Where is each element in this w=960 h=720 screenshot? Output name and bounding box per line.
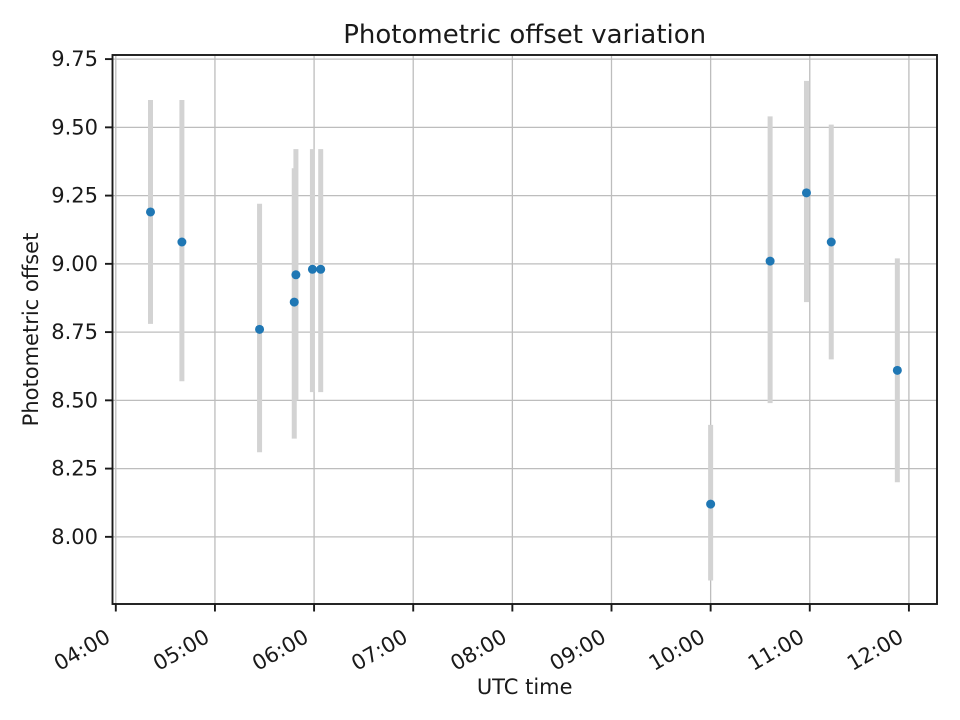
data-point-marker (826, 237, 836, 247)
x-tick-label: 07:00 (347, 625, 411, 676)
data-point-marker (291, 270, 301, 280)
y-tick-label: 8.75 (51, 320, 98, 344)
x-tick-label: 11:00 (744, 625, 808, 676)
data-point-marker (765, 256, 775, 266)
grid-layer (112, 55, 937, 604)
chart-title: Photometric offset variation (343, 20, 706, 50)
data-point-marker (706, 499, 716, 509)
axis-layer (105, 54, 938, 612)
data-point-marker (146, 207, 156, 217)
x-tick-label: 04:00 (50, 625, 114, 676)
data-point-marker (892, 365, 902, 375)
y-tick-label: 8.00 (51, 525, 98, 549)
y-tick-label: 9.25 (51, 184, 98, 208)
x-tick-label: 05:00 (149, 625, 213, 676)
data-point-marker (289, 297, 299, 307)
x-tick-label: 06:00 (248, 625, 312, 676)
data-point-marker (255, 324, 265, 334)
data-point-marker (801, 188, 811, 198)
data-point-marker (177, 237, 187, 247)
data-point-marker (316, 264, 326, 274)
y-axis-label: Photometric offset (19, 233, 43, 427)
plot-frame (111, 54, 938, 605)
y-tick-label: 9.50 (51, 115, 98, 139)
y-tick-label: 8.25 (51, 457, 98, 481)
x-tick-label: 09:00 (546, 625, 610, 676)
y-tick-label: 9.75 (51, 47, 98, 71)
y-tick-label: 9.00 (51, 252, 98, 276)
ticklabel-layer: 04:00 05:00 06:00 07:00 08:00 09:00 10:00 11:00… (50, 47, 908, 676)
y-tick-label: 8.50 (51, 388, 98, 412)
x-tick-label: 10:00 (645, 625, 709, 676)
x-axis-label: UTC time (477, 675, 573, 699)
x-tick-label: 12:00 (843, 625, 907, 676)
x-tick-label: 08:00 (446, 625, 510, 676)
data-point-marker (307, 264, 317, 274)
marker-layer (146, 188, 902, 509)
